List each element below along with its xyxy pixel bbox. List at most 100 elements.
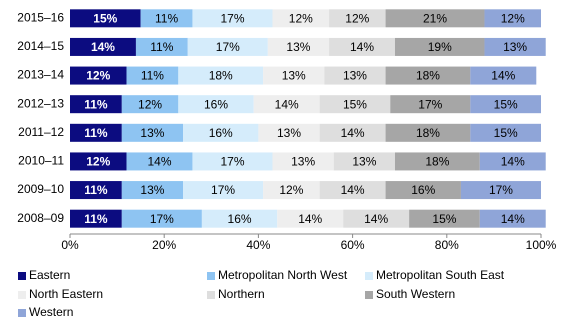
- bar-segment: [343, 209, 410, 228]
- legend-label: Metropolitan North West: [218, 268, 348, 282]
- data-label: 12%: [279, 183, 303, 197]
- legend-label: North Eastern: [29, 287, 103, 301]
- data-label: 11%: [84, 183, 108, 197]
- bar-segment: [319, 123, 386, 142]
- bar-segment: [70, 66, 127, 85]
- bar-segment: [192, 9, 273, 28]
- bar-segment: [178, 66, 264, 85]
- data-label: 13%: [140, 126, 164, 140]
- data-label: 12%: [345, 11, 369, 25]
- data-label: 17%: [150, 212, 174, 226]
- y-tick-label: 2008–09: [17, 211, 64, 225]
- bar-segment: [121, 181, 184, 200]
- bar-segment: [333, 152, 395, 171]
- data-label: 13%: [291, 155, 315, 169]
- data-label: 16%: [204, 97, 228, 111]
- y-tick-label: 2013–14: [17, 68, 64, 82]
- data-label: 11%: [141, 69, 164, 83]
- legend-swatch: [18, 291, 26, 299]
- data-label: 12%: [86, 155, 110, 169]
- data-label: 11%: [84, 97, 108, 111]
- legend-label: South Western: [376, 287, 455, 301]
- bar-segment: [121, 123, 184, 142]
- data-label: 13%: [277, 126, 301, 140]
- x-tick-label: 20%: [152, 238, 176, 252]
- bar-segment: [390, 95, 471, 114]
- bar-segment: [267, 37, 330, 56]
- data-label: 18%: [416, 126, 440, 140]
- data-label: 17%: [220, 11, 244, 25]
- legend-label: Eastern: [29, 268, 70, 282]
- data-label: 15%: [343, 97, 367, 111]
- legend-label: Northern: [218, 287, 265, 301]
- bar-segment: [277, 209, 344, 228]
- bar-segment: [319, 181, 386, 200]
- data-label: 13%: [503, 40, 527, 54]
- data-label: 12%: [138, 97, 162, 111]
- legend-swatch: [365, 272, 373, 280]
- data-label: 13%: [140, 183, 164, 197]
- bar-segment: [135, 37, 188, 56]
- bar-segment: [385, 66, 471, 85]
- x-tick-label: 40%: [246, 238, 270, 252]
- bar-segment: [263, 181, 320, 200]
- bar-segment: [479, 152, 546, 171]
- bar-segment: [121, 209, 202, 228]
- data-label: 14%: [341, 183, 365, 197]
- data-label: 12%: [289, 11, 313, 25]
- data-label: 14%: [491, 69, 515, 83]
- bar-segment: [460, 181, 541, 200]
- y-tick-label: 2014–15: [17, 39, 64, 53]
- data-label: 14%: [501, 212, 525, 226]
- data-label: 17%: [211, 183, 235, 197]
- legend-swatch: [207, 272, 215, 280]
- bar-segment: [183, 123, 259, 142]
- y-tick-label: 2015–16: [17, 10, 64, 24]
- x-tick-label: 100%: [526, 238, 557, 252]
- data-label: 15%: [432, 212, 456, 226]
- data-label: 17%: [489, 183, 513, 197]
- data-label: 13%: [286, 40, 310, 54]
- data-label: 15%: [494, 97, 518, 111]
- bar-segment: [319, 95, 391, 114]
- data-label: 18%: [425, 155, 449, 169]
- bar-segment: [70, 123, 122, 142]
- data-label: 15%: [93, 11, 117, 25]
- bar-segment: [253, 95, 320, 114]
- legend-swatch: [365, 291, 373, 299]
- data-label: 13%: [282, 69, 306, 83]
- data-label: 15%: [494, 126, 518, 140]
- x-tick-label: 80%: [435, 238, 459, 252]
- bar-segment: [70, 209, 122, 228]
- bar-segment: [263, 66, 325, 85]
- bar-segment: [324, 66, 386, 85]
- data-label: 14%: [364, 212, 388, 226]
- data-label: 16%: [411, 183, 435, 197]
- bar-segment: [126, 66, 179, 85]
- data-label: 12%: [86, 69, 110, 83]
- bar-segment: [470, 123, 541, 142]
- data-label: 21%: [423, 11, 447, 25]
- data-label: 14%: [298, 212, 322, 226]
- data-label: 11%: [150, 40, 173, 54]
- bar-segment: [183, 181, 264, 200]
- bar-segment: [70, 95, 122, 114]
- bar-segment: [484, 9, 541, 28]
- bar-segment: [258, 123, 320, 142]
- x-tick-label: 60%: [341, 238, 365, 252]
- bar-segment: [385, 123, 471, 142]
- bar-segment: [70, 37, 136, 56]
- data-label: 18%: [209, 69, 233, 83]
- y-tick-label: 2011–12: [18, 125, 64, 139]
- y-tick-label: 2009–10: [17, 182, 64, 196]
- bar-segment: [192, 152, 273, 171]
- bar-segment: [394, 37, 485, 56]
- data-label: 14%: [91, 40, 115, 54]
- bar-segment: [385, 9, 485, 28]
- bar-segment: [484, 37, 546, 56]
- data-label: 17%: [418, 97, 442, 111]
- y-tick-label: 2012–13: [17, 96, 64, 110]
- bar-segment: [70, 181, 122, 200]
- data-label: 19%: [428, 40, 452, 54]
